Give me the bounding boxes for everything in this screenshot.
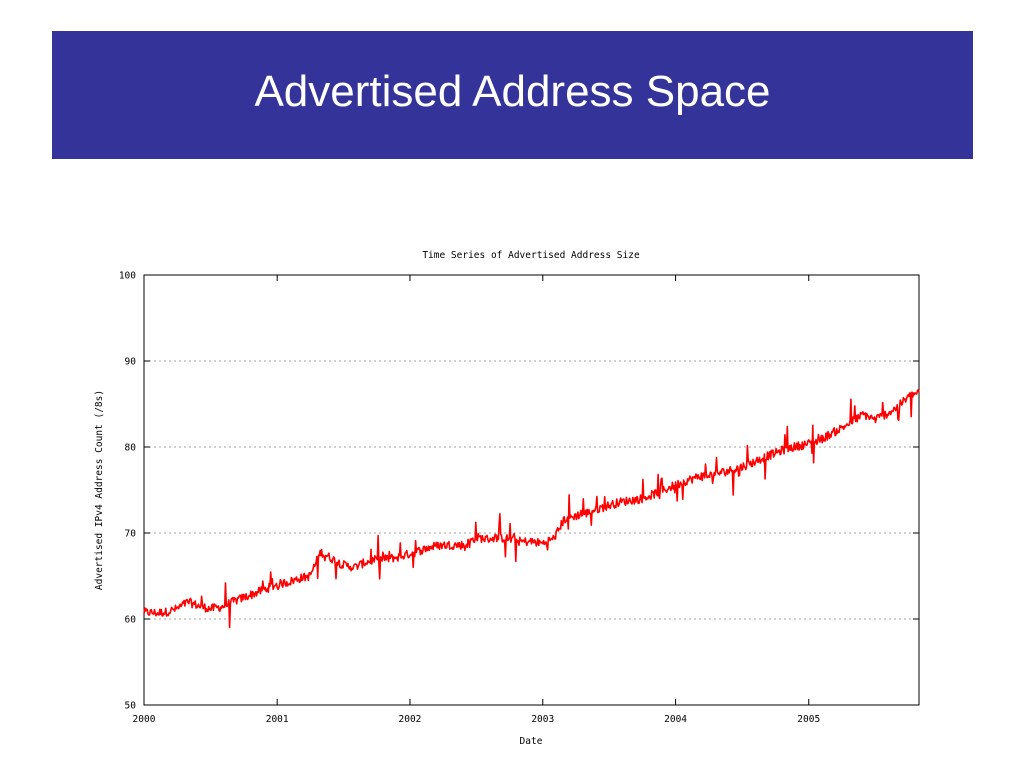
axis-ticks: 50 60 70 80 90 100 2000 2001 2002 2003 2004 2005 [119, 271, 919, 725]
y-tick-label: 100 [119, 271, 136, 282]
x-tick-label: 2003 [531, 714, 554, 725]
y-axis-label: Advertised IPv4 Address Count (/8s) [94, 390, 105, 590]
slide-title: Advertised Address Space [254, 67, 771, 116]
x-tick-label: 2005 [797, 714, 820, 725]
plot-frame [143, 274, 920, 706]
grid [144, 360, 919, 620]
x-tick-label: 2001 [266, 714, 289, 725]
series-group [143, 389, 920, 629]
y-tick-label: 50 [125, 701, 137, 712]
chart-title: Time Series of Advertised Address Size [422, 250, 640, 261]
y-tick-label: 70 [125, 529, 137, 540]
y-tick-label: 80 [125, 443, 137, 454]
y-tick-label: 90 [125, 357, 137, 368]
x-tick-label: 2002 [399, 714, 422, 725]
x-axis-label: Date [520, 736, 543, 747]
x-tick-label: 2000 [133, 714, 156, 725]
x-tick-label: 2004 [664, 714, 687, 725]
y-tick-label: 60 [125, 615, 137, 626]
series-line [143, 389, 920, 629]
slide-title-bar: Advertised Address Space [52, 31, 973, 159]
